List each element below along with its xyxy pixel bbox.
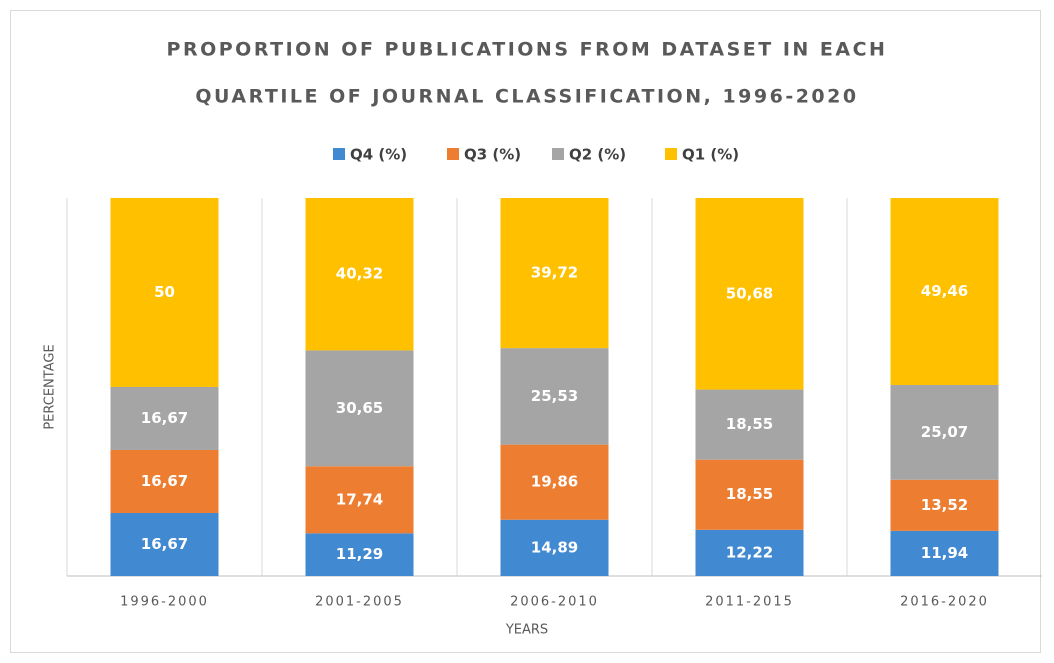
- x-tick-label: 2006-2010: [510, 595, 599, 610]
- legend-swatch: [552, 148, 564, 160]
- value-label: 18,55: [726, 485, 773, 503]
- x-tick-label: 2001-2005: [315, 595, 404, 610]
- legend-label: Q1 (%): [682, 146, 739, 164]
- value-label: 30,65: [336, 399, 383, 417]
- bar-segment: [500, 348, 609, 445]
- bar-segment: [110, 197, 219, 387]
- bar-segment: [110, 449, 219, 513]
- value-label: 13,52: [921, 496, 968, 514]
- x-tick-label: 1996-2000: [120, 595, 209, 610]
- bar-segment: [500, 198, 609, 349]
- value-label: 19,86: [531, 473, 578, 491]
- value-label: 16,67: [141, 472, 188, 490]
- chart-title: QUARTILE OF JOURNAL CLASSIFICATION, 1996…: [195, 86, 858, 108]
- x-tick-label: 2016-2020: [900, 595, 989, 610]
- value-label: 50: [154, 283, 175, 301]
- legend-label: Q3 (%): [464, 146, 521, 164]
- bar-segment: [500, 444, 609, 520]
- bar-segment: [305, 198, 414, 351]
- legend-label: Q2 (%): [569, 146, 626, 164]
- value-label: 17,74: [336, 490, 383, 508]
- bar-segment: [500, 519, 609, 576]
- legend-swatch: [333, 148, 345, 160]
- bar-segment: [305, 350, 414, 467]
- value-label: 11,94: [921, 544, 968, 562]
- value-label: 12,22: [726, 543, 773, 561]
- legend-swatch: [447, 148, 459, 160]
- value-label: 25,07: [921, 423, 968, 441]
- value-label: 11,29: [336, 545, 383, 563]
- bar-segment: [890, 198, 999, 385]
- value-label: 16,67: [141, 409, 188, 427]
- value-label: 25,53: [531, 387, 578, 405]
- bar-segment: [695, 389, 804, 460]
- value-label: 39,72: [531, 264, 578, 282]
- x-tick-label: 2011-2015: [705, 595, 794, 610]
- value-label: 49,46: [921, 282, 968, 300]
- bar-segment: [695, 459, 804, 530]
- y-axis-label: PERCENTAGE: [43, 344, 58, 429]
- bar-segment: [305, 533, 414, 576]
- bar-segment: [695, 198, 804, 390]
- bar-segment: [110, 386, 219, 450]
- x-axis-label: YEARS: [505, 623, 548, 638]
- value-label: 18,55: [726, 415, 773, 433]
- chart-title: PROPORTION OF PUBLICATIONS FROM DATASET …: [167, 39, 888, 61]
- bar-segment: [695, 529, 804, 576]
- value-label: 40,32: [336, 265, 383, 283]
- legend-label: Q4 (%): [350, 146, 407, 164]
- bar-segment: [110, 512, 219, 576]
- bar-segment: [890, 530, 999, 576]
- value-label: 14,89: [531, 538, 578, 556]
- bar-segment: [890, 384, 999, 480]
- bar-segment: [890, 479, 999, 531]
- legend-swatch: [665, 148, 677, 160]
- value-label: 16,67: [141, 535, 188, 553]
- bar-segment: [305, 466, 414, 534]
- value-label: 50,68: [726, 284, 773, 302]
